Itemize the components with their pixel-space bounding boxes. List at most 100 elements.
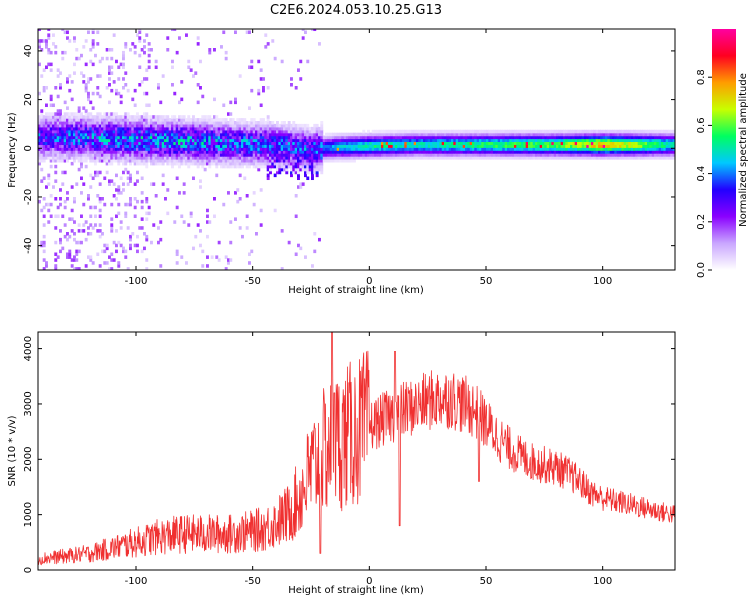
heatmap-cell — [329, 141, 333, 146]
heatmap-cell — [75, 267, 79, 270]
heatmap-cell — [77, 118, 81, 122]
heatmap-cell — [434, 129, 438, 134]
heatmap-cell — [378, 135, 382, 140]
heatmap-cell — [264, 161, 268, 166]
heatmap-cell — [269, 161, 272, 166]
heatmap-cell — [61, 115, 65, 119]
heatmap-cell — [70, 147, 74, 151]
heatmap-cell — [353, 138, 356, 143]
heatmap-cell — [637, 144, 641, 148]
heatmap-cell — [110, 56, 114, 61]
heatmap-cell — [236, 161, 240, 166]
heatmap-cell — [110, 144, 114, 148]
heatmap-cell — [640, 141, 643, 146]
heatmap-cell — [124, 156, 128, 160]
heatmap-cell — [495, 141, 499, 146]
heatmap-cell — [434, 141, 438, 146]
heatmap-cell — [194, 234, 198, 239]
heatmap-cell — [640, 138, 643, 143]
heatmap-cell — [658, 144, 662, 148]
heatmap-cell — [425, 156, 429, 160]
heatmap-cell — [194, 135, 198, 140]
heatmap-cell — [259, 147, 263, 151]
heatmap-cell — [383, 147, 387, 151]
heatmap-cell — [619, 153, 622, 157]
heatmap-cell — [143, 147, 146, 151]
heatmap-cell — [84, 88, 88, 93]
heatmap-cell — [49, 132, 53, 137]
heatmap-cell — [656, 147, 660, 151]
heatmap-cell — [565, 156, 569, 160]
heatmap-cell — [217, 138, 221, 143]
heatmap-cell — [40, 112, 44, 116]
heatmap-cell — [308, 144, 312, 148]
heatmap-cell — [276, 123, 279, 128]
heatmap-cell — [467, 129, 471, 134]
heatmap-cell — [38, 45, 41, 49]
heatmap-cell — [252, 147, 256, 151]
heatmap-cell — [89, 141, 93, 146]
heatmap-cell — [143, 135, 146, 140]
heatmap-cell — [168, 161, 172, 166]
heatmap-cell — [647, 141, 650, 146]
heatmap-cell — [238, 156, 242, 160]
heatmap-cell — [458, 153, 461, 157]
heatmap-cell — [40, 121, 44, 125]
heatmap-cell — [182, 153, 186, 157]
heatmap-cell — [285, 144, 289, 148]
heatmap-cell — [518, 153, 522, 157]
heatmap-cell — [73, 129, 76, 134]
heatmap-cell — [196, 135, 200, 140]
heatmap-cell — [399, 150, 403, 154]
heatmap-cell — [539, 129, 543, 134]
heatmap-cell — [584, 132, 587, 137]
heatmap-cell — [399, 156, 403, 160]
heatmap-cell — [136, 159, 139, 163]
heatmap-cell — [612, 141, 615, 146]
heatmap-cell — [178, 191, 181, 195]
heatmap-cell — [283, 153, 286, 157]
heatmap-cell — [75, 141, 79, 146]
heatmap-cell — [390, 156, 394, 160]
heatmap-cell — [502, 144, 506, 148]
heatmap-cell — [138, 141, 142, 146]
heatmap-cell — [670, 138, 674, 143]
heatmap-cell — [96, 138, 100, 143]
heatmap-cell — [504, 153, 508, 157]
heatmap-cell — [635, 156, 639, 160]
heatmap-cell — [518, 132, 522, 137]
heatmap-cell — [423, 147, 426, 151]
heatmap-cell — [486, 150, 489, 154]
heatmap-cell — [271, 153, 275, 157]
heatmap-cell — [122, 150, 125, 154]
heatmap-cell — [595, 129, 599, 134]
heatmap-cell — [297, 243, 300, 248]
snr-y-tick-label: 4000 — [23, 336, 34, 361]
heatmap-cell — [332, 132, 335, 137]
heatmap-cell — [476, 138, 480, 143]
heatmap-cell — [192, 141, 195, 146]
heatmap-cell — [119, 129, 123, 134]
heatmap-cell — [145, 91, 149, 96]
heatmap-cell — [579, 150, 583, 154]
heatmap-cell — [266, 153, 270, 157]
heatmap-cell — [215, 144, 219, 148]
heatmap-cell — [325, 132, 328, 137]
heatmap-cell — [474, 153, 478, 157]
heatmap-cell — [248, 121, 251, 125]
heatmap-cell — [651, 132, 655, 137]
heatmap-cell — [376, 135, 380, 140]
heatmap-cell — [572, 150, 576, 154]
heatmap-cell — [63, 112, 67, 116]
heatmap-cell — [56, 159, 60, 163]
heatmap-cell — [241, 129, 244, 134]
heatmap-cell — [220, 138, 223, 143]
heatmap-cell — [553, 153, 557, 157]
heatmap-cell — [614, 129, 618, 134]
heatmap-cell — [82, 141, 86, 146]
heatmap-cell — [262, 88, 265, 93]
heatmap-cell — [654, 150, 657, 154]
heatmap-cell — [280, 121, 284, 125]
heatmap-cell — [602, 144, 606, 148]
heatmap-cell — [38, 39, 41, 43]
